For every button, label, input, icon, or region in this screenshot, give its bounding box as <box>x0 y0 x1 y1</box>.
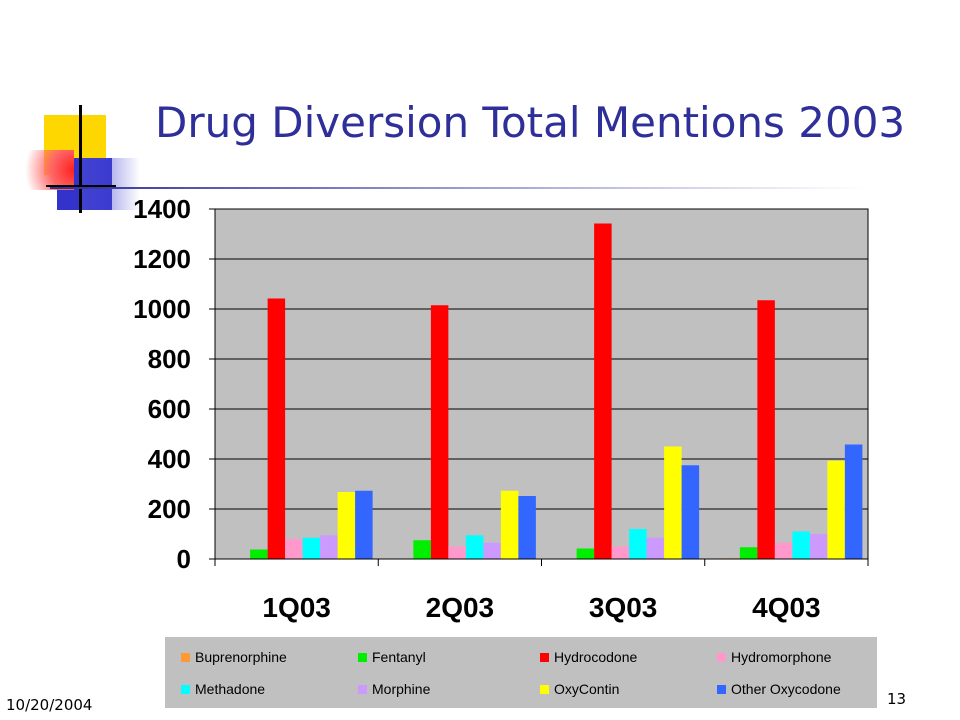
title-underline <box>50 187 865 189</box>
bar-fentanyl <box>250 549 268 559</box>
legend-item: Buprenorphine <box>181 649 287 665</box>
horizontal-line <box>46 185 116 187</box>
legend-label: Buprenorphine <box>195 649 287 665</box>
x-tick-label: 3Q03 <box>589 592 658 623</box>
legend-swatch <box>358 684 367 694</box>
legend-label: OxyContin <box>554 681 620 697</box>
bar-other-oxycodone <box>844 444 863 559</box>
legend-swatch <box>540 684 549 694</box>
legend-item: Other Oxycodone <box>717 681 841 697</box>
bars <box>250 223 863 559</box>
chart-legend: Buprenorphine Fentanyl Hydrocodone Hydromor… <box>165 637 877 708</box>
legend-item: Methadone <box>181 681 265 697</box>
bar-other-oxycodone <box>355 490 373 559</box>
bar-other-oxycodone <box>518 496 536 559</box>
bar-other-oxycodone <box>681 465 700 559</box>
bar-methadone <box>302 537 321 559</box>
legend-item: Hydrocodone <box>540 649 637 665</box>
legend-label: Fentanyl <box>372 649 426 665</box>
legend-item: Hydromorphone <box>717 649 831 665</box>
bar-methadone <box>465 535 484 559</box>
legend-swatch <box>358 652 367 662</box>
red-square <box>12 150 74 190</box>
legend-swatch <box>717 684 726 694</box>
legend-label: Methadone <box>195 681 266 697</box>
slide-title: Drug Diversion Total Mentions 2003 <box>155 98 906 147</box>
page-number: 13 <box>887 690 907 708</box>
bar-oxycontin <box>827 460 845 559</box>
legend-swatch <box>717 652 726 662</box>
bar-chart: 0 200 400 600 800 1000 1200 1400 1Q03 2Q03 3Q03 4Q… <box>133 194 869 623</box>
bar-hydrocodone <box>757 300 775 559</box>
bar-hydromorphone <box>774 542 793 559</box>
bar-oxycontin <box>337 492 356 559</box>
vertical-line <box>79 105 82 213</box>
bar-hydromorphone <box>611 546 630 559</box>
footer-date: 10/20/2004 <box>6 696 93 714</box>
bar-morphine <box>809 534 828 559</box>
bar-hydrocodone <box>430 305 449 559</box>
y-tick-labels: 0 200 400 600 800 1000 1200 1400 <box>133 194 191 574</box>
y-tick-label: 0 <box>177 544 191 574</box>
y-tick-label: 600 <box>148 394 191 424</box>
x-tick-labels: 1Q03 2Q03 3Q03 4Q03 <box>262 592 820 623</box>
x-tick-label: 2Q03 <box>426 592 495 623</box>
legend-item: Morphine <box>358 681 430 697</box>
y-tick-label: 1200 <box>133 244 191 274</box>
legend-label: Hydrocodone <box>554 649 638 665</box>
x-tick-label: 4Q03 <box>752 592 821 623</box>
legend-label: Other Oxycodone <box>731 681 841 697</box>
axes <box>214 208 869 566</box>
y-tick-label: 800 <box>148 344 191 374</box>
y-tick-label: 1400 <box>133 194 191 224</box>
legend-label: Hydromorphone <box>731 649 832 665</box>
bar-morphine <box>646 537 665 559</box>
bar-fentanyl <box>739 547 758 559</box>
bar-oxycontin <box>664 446 682 559</box>
y-tick-label: 400 <box>148 444 191 474</box>
bar-hydrocodone <box>267 298 286 559</box>
bar-methadone <box>629 529 647 559</box>
bar-morphine <box>320 535 338 559</box>
bar-fentanyl <box>413 540 431 559</box>
bar-oxycontin <box>500 490 519 559</box>
bar-methadone <box>792 531 810 559</box>
blue-glow <box>82 158 140 210</box>
legend-item: Fentanyl <box>358 649 426 665</box>
y-tick-label: 200 <box>148 494 191 524</box>
legend-label: Morphine <box>372 681 431 697</box>
legend-swatch <box>181 652 190 662</box>
bar-hydrocodone <box>594 223 612 559</box>
legend-swatch <box>181 684 190 694</box>
y-tick-label: 1000 <box>133 294 191 324</box>
legend-swatch <box>540 652 549 662</box>
bar-fentanyl <box>576 548 595 559</box>
bar-hydromorphone <box>448 546 466 559</box>
bar-hydromorphone <box>285 539 303 559</box>
corner-decoration <box>0 100 140 220</box>
bar-morphine <box>483 542 501 559</box>
x-tick-label: 1Q03 <box>262 592 331 623</box>
legend-item: OxyContin <box>540 681 619 697</box>
